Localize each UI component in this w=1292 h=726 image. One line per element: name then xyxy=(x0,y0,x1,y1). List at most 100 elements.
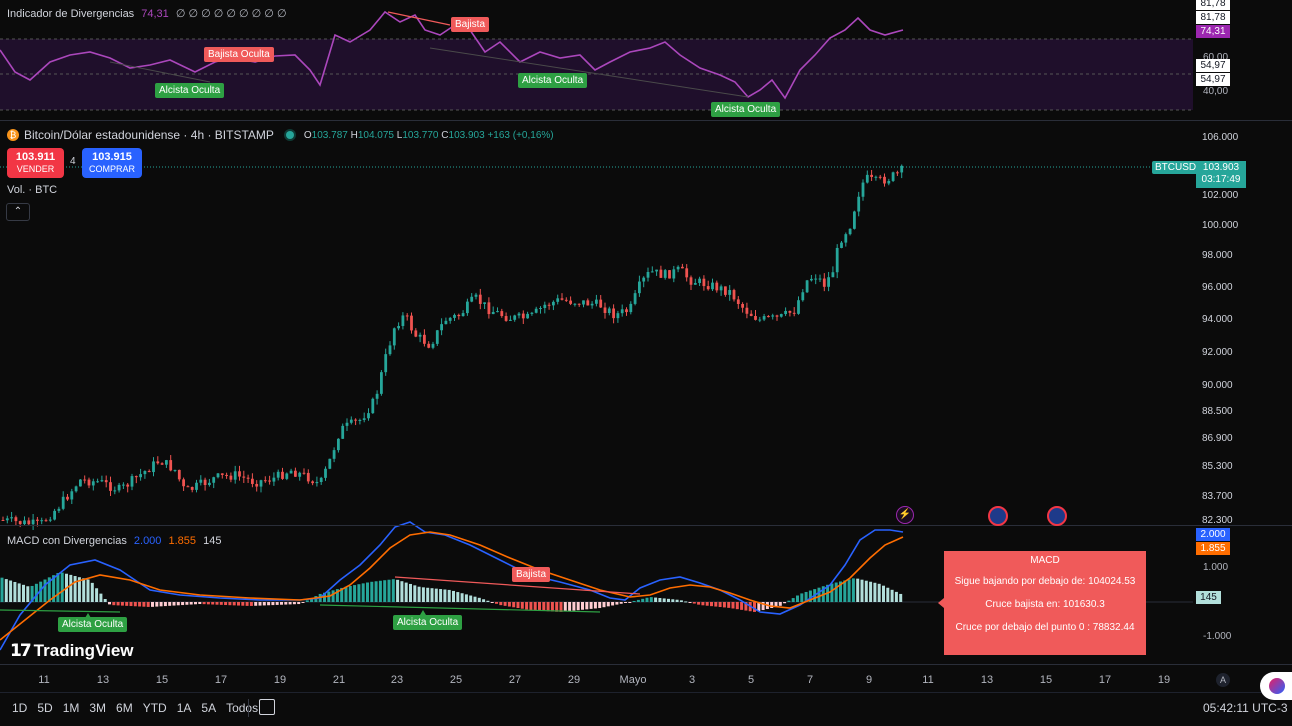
candle-body xyxy=(431,343,435,348)
market-open-icon[interactable] xyxy=(285,131,294,139)
rsi-value: 74,31 xyxy=(141,8,169,20)
timeframe-1m[interactable]: 1M xyxy=(62,701,80,715)
macd-histogram-bar xyxy=(808,590,812,602)
macd-histogram-bar xyxy=(641,598,645,602)
macd-histogram-bar xyxy=(353,585,357,602)
timeframe-5a[interactable]: 5A xyxy=(201,701,217,715)
macd-histogram-bar xyxy=(447,589,451,602)
macd-divergence-line xyxy=(394,576,641,595)
macd-histogram-bar xyxy=(744,602,748,611)
macd-histogram-bar xyxy=(731,602,735,609)
macd-histogram-bar xyxy=(684,601,688,603)
macd-histogram-bar xyxy=(486,600,490,602)
rsi-hidden-bearish-label: Bajista Oculta xyxy=(204,47,274,62)
candle-body xyxy=(530,312,534,314)
current-price: 103.903 xyxy=(1202,162,1240,173)
macd-histogram-bar xyxy=(482,599,486,602)
popup-line-2: Cruce bajista en: 101630.3 xyxy=(985,599,1105,610)
candle-body xyxy=(220,473,224,475)
candle-body xyxy=(199,479,203,483)
time-axis-label: 3 xyxy=(688,674,696,686)
price-axis-label: 85.300 xyxy=(1202,461,1233,472)
candle-body xyxy=(896,172,899,174)
macd-histogram-bar xyxy=(550,602,554,612)
candle-body xyxy=(83,479,87,481)
macd-histogram-bar xyxy=(464,594,468,602)
macd-histogram-bar xyxy=(568,602,572,612)
macd-histogram-bar xyxy=(421,587,425,602)
candle-body xyxy=(461,313,465,317)
candle-body xyxy=(448,317,452,321)
rsi-extra-values: ∅ ∅ ∅ ∅ ∅ ∅ ∅ ∅ ∅ xyxy=(175,8,287,20)
buy-button[interactable]: 103.915 COMPRAR xyxy=(82,148,142,178)
assistant-button[interactable] xyxy=(1260,672,1292,700)
candle-body xyxy=(620,309,624,314)
label-pointer xyxy=(85,613,91,618)
candle-body xyxy=(354,419,357,421)
us-flag-event-icon[interactable] xyxy=(1047,506,1067,526)
pane-separator[interactable] xyxy=(0,525,1292,526)
date-range-icon[interactable] xyxy=(259,699,275,715)
symbol-legend[interactable]: ₿ Bitcoin/Dólar estadounidense · 4h · BI… xyxy=(7,128,554,142)
candle-body xyxy=(358,419,362,421)
macd-histogram-bar xyxy=(783,602,787,604)
auto-scale-button[interactable]: A xyxy=(1216,673,1230,687)
macd-histogram-bar xyxy=(443,589,447,602)
candle-body xyxy=(216,473,220,478)
candle-body xyxy=(741,303,744,308)
candle-body xyxy=(625,309,628,313)
rsi-legend[interactable]: Indicador de Divergencias 74,31 ∅ ∅ ∅ ∅ … xyxy=(7,7,287,20)
clock[interactable]: 05:42:11 UTC-3 xyxy=(1203,701,1288,715)
macd-histogram-bar xyxy=(830,583,834,602)
lightning-event-icon[interactable]: ⚡ xyxy=(896,506,914,524)
timeframe-1a[interactable]: 1A xyxy=(176,701,192,715)
candle-body xyxy=(18,521,22,525)
macd-histogram-bar xyxy=(710,602,713,607)
macd-histogram-bar xyxy=(619,602,623,604)
macd-histogram-bar xyxy=(701,602,705,606)
candle-body xyxy=(745,307,749,314)
timeframe-ytd[interactable]: YTD xyxy=(142,701,167,715)
candle-body xyxy=(650,271,654,273)
candle-body xyxy=(40,520,44,522)
macd-histogram-bar xyxy=(108,602,111,605)
candle-body xyxy=(496,311,499,313)
candle-body xyxy=(251,478,254,484)
rsi-tag-level: 54,97 xyxy=(1196,73,1230,86)
candle-body xyxy=(315,482,319,484)
sell-button[interactable]: 103.911 VENDER xyxy=(7,148,64,178)
candle-body xyxy=(61,496,65,509)
candle-body xyxy=(754,315,757,320)
macd-legend[interactable]: MACD con Divergencias 2.000 1.855 145 xyxy=(7,535,221,547)
tradingview-logo-icon: 𝟭𝟳 xyxy=(10,641,32,660)
macd-histogram-bar xyxy=(791,598,795,602)
macd-histogram-bar xyxy=(688,602,692,603)
pane-separator[interactable] xyxy=(0,120,1292,121)
tradingview-logo[interactable]: 𝟭𝟳 TradingView xyxy=(10,641,134,661)
candle-body xyxy=(259,480,263,487)
volume-legend[interactable]: Vol. · BTC xyxy=(7,184,58,196)
candle-body xyxy=(255,483,259,487)
macd-histogram-bar xyxy=(495,602,498,604)
timeframe-5d[interactable]: 5D xyxy=(37,701,53,715)
macd-histogram-bar xyxy=(22,584,25,602)
timeframe-3m[interactable]: 3M xyxy=(89,701,107,715)
macd-histogram-bar xyxy=(628,602,632,603)
rsi-hidden-bullish-label: Alcista Oculta xyxy=(518,73,588,88)
candle-body xyxy=(887,180,891,184)
candle-body xyxy=(552,301,555,306)
timeframe-6m[interactable]: 6M xyxy=(116,701,133,715)
macd-histogram-bar xyxy=(331,590,335,602)
timeframe-1d[interactable]: 1D xyxy=(12,701,28,715)
macd-histogram-bar xyxy=(563,602,567,612)
timeframe-todos[interactable]: Todos xyxy=(226,701,259,715)
candle-body xyxy=(831,272,835,278)
us-flag-event-icon[interactable] xyxy=(988,506,1008,526)
candle-body xyxy=(663,270,667,278)
price-axis-label: 83.700 xyxy=(1202,491,1233,502)
rsi-hidden-bullish-label: Alcista Oculta xyxy=(711,102,781,117)
candle-body xyxy=(345,422,349,426)
macd-histogram-bar xyxy=(155,602,159,607)
collapse-chevron-icon[interactable]: ⌃ xyxy=(6,203,30,221)
